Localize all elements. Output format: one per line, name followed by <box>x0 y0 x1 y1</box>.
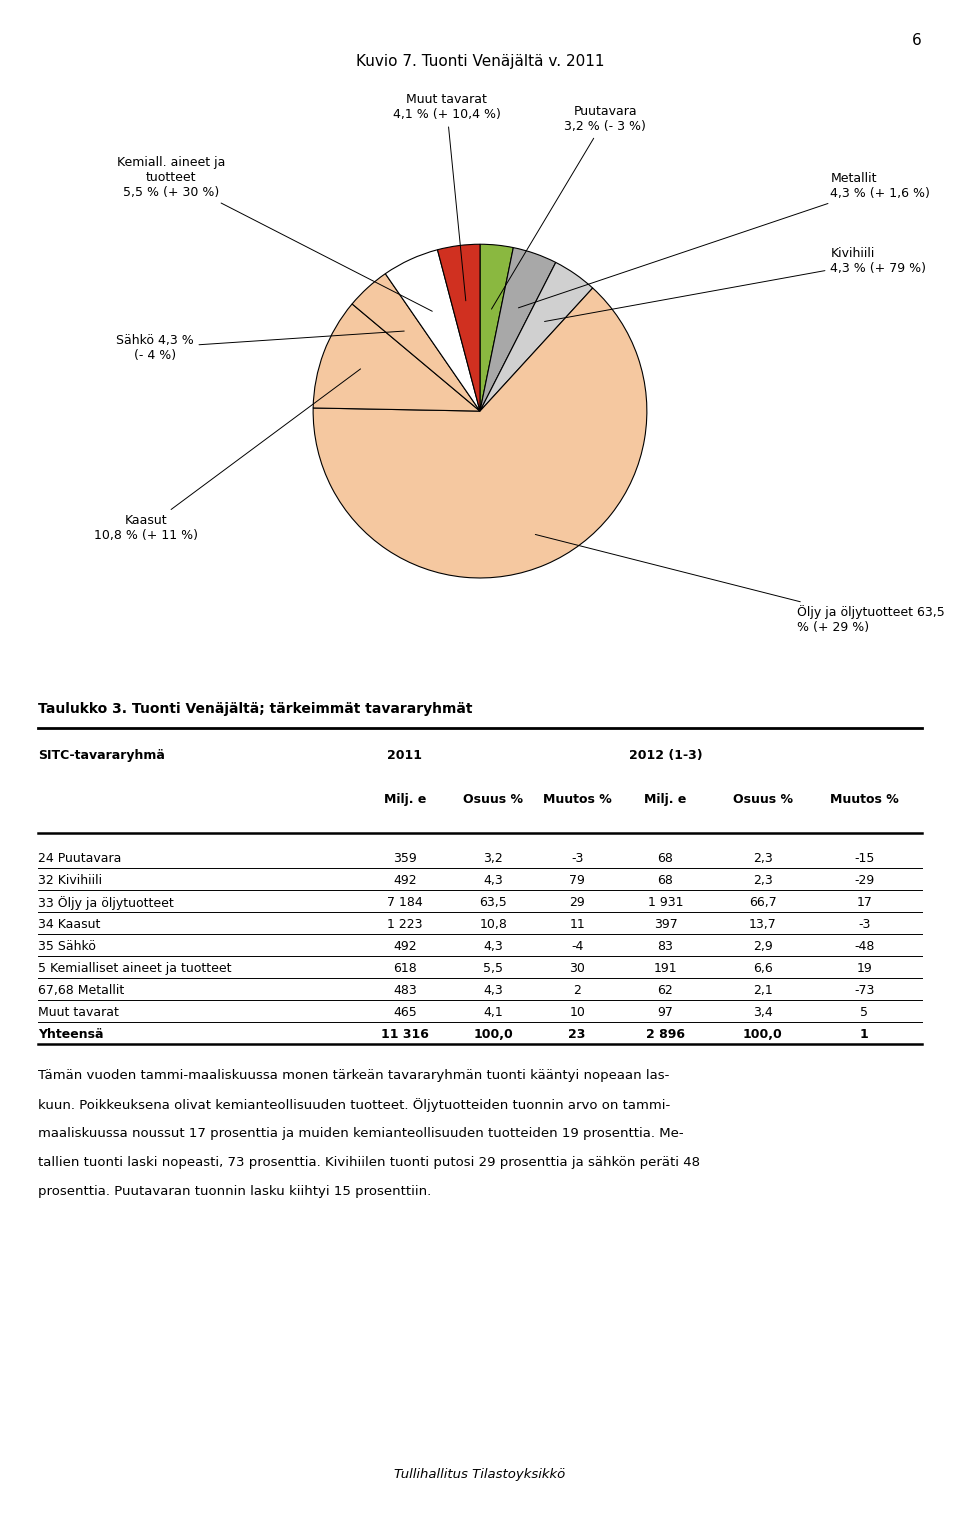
Text: 29: 29 <box>569 897 585 909</box>
Text: 3,2: 3,2 <box>484 853 503 865</box>
Text: Tämän vuoden tammi-maaliskuussa monen tärkeän tavararyhmän tuonti kääntyi nopeaa: Tämän vuoden tammi-maaliskuussa monen tä… <box>38 1069 670 1083</box>
Text: tallien tuonti laski nopeasti, 73 prosenttia. Kivihiilen tuonti putosi 29 prosen: tallien tuonti laski nopeasti, 73 prosen… <box>38 1156 701 1170</box>
Text: -4: -4 <box>571 941 584 953</box>
Text: 2012 (1-3): 2012 (1-3) <box>629 749 703 763</box>
Text: -3: -3 <box>858 918 871 931</box>
Text: Kuvio 7. Tuonti Venäjältä v. 2011: Kuvio 7. Tuonti Venäjältä v. 2011 <box>356 55 604 70</box>
Text: Sähkö 4,3 %
(- 4 %): Sähkö 4,3 % (- 4 %) <box>116 331 404 361</box>
Wedge shape <box>480 262 592 411</box>
Wedge shape <box>352 273 480 411</box>
Text: 35 Sähkö: 35 Sähkö <box>38 941 96 953</box>
Text: 191: 191 <box>654 962 678 975</box>
Wedge shape <box>480 247 556 411</box>
Text: 1 223: 1 223 <box>387 918 422 931</box>
Text: Tullihallitus Tilastoyksikkö: Tullihallitus Tilastoyksikkö <box>395 1468 565 1481</box>
Text: 19: 19 <box>856 962 872 975</box>
Text: Muut tavarat
4,1 % (+ 10,4 %): Muut tavarat 4,1 % (+ 10,4 %) <box>393 94 500 300</box>
Text: 2 896: 2 896 <box>646 1029 685 1041</box>
Text: 2,1: 2,1 <box>753 985 773 997</box>
Text: Muutos %: Muutos % <box>829 793 899 807</box>
Text: 10: 10 <box>569 1006 585 1019</box>
Text: Kaasut
10,8 % (+ 11 %): Kaasut 10,8 % (+ 11 %) <box>94 369 361 542</box>
Text: 2: 2 <box>573 985 581 997</box>
Wedge shape <box>313 303 480 411</box>
Text: 23: 23 <box>568 1029 586 1041</box>
Text: 10,8: 10,8 <box>479 918 507 931</box>
Text: 4,3: 4,3 <box>484 941 503 953</box>
Text: Milj. e: Milj. e <box>644 793 686 807</box>
Text: 1: 1 <box>860 1029 869 1041</box>
Text: Puutavara
3,2 % (- 3 %): Puutavara 3,2 % (- 3 %) <box>492 105 646 309</box>
Text: 33 Öljy ja öljytuotteet: 33 Öljy ja öljytuotteet <box>38 897 174 910</box>
Text: 34 Kaasut: 34 Kaasut <box>38 918 101 931</box>
Text: 30: 30 <box>569 962 585 975</box>
Text: 2011: 2011 <box>388 749 422 763</box>
Text: Muutos %: Muutos % <box>542 793 612 807</box>
Text: -15: -15 <box>854 853 875 865</box>
Text: prosenttia. Puutavaran tuonnin lasku kiihtyi 15 prosenttiin.: prosenttia. Puutavaran tuonnin lasku kii… <box>38 1185 432 1198</box>
Text: -73: -73 <box>854 985 875 997</box>
Text: Milj. e: Milj. e <box>384 793 426 807</box>
Text: 397: 397 <box>654 918 678 931</box>
Text: 2,3: 2,3 <box>753 874 773 887</box>
Text: 13,7: 13,7 <box>749 918 777 931</box>
Text: Muut tavarat: Muut tavarat <box>38 1006 119 1019</box>
Text: 1 931: 1 931 <box>648 897 684 909</box>
Text: 79: 79 <box>569 874 585 887</box>
Text: Kemiall. aineet ja
tuotteet
5,5 % (+ 30 %): Kemiall. aineet ja tuotteet 5,5 % (+ 30 … <box>117 156 432 311</box>
Text: 4,1: 4,1 <box>484 1006 503 1019</box>
Text: 17: 17 <box>856 897 872 909</box>
Wedge shape <box>438 244 480 411</box>
Text: 6: 6 <box>912 33 922 49</box>
Text: 2,9: 2,9 <box>753 941 773 953</box>
Text: 67,68 Metallit: 67,68 Metallit <box>38 985 125 997</box>
Text: 11: 11 <box>569 918 585 931</box>
Text: Osuus %: Osuus % <box>732 793 793 807</box>
Text: -3: -3 <box>571 853 584 865</box>
Text: 492: 492 <box>393 874 417 887</box>
Text: 24 Puutavara: 24 Puutavara <box>38 853 122 865</box>
Text: 100,0: 100,0 <box>743 1029 782 1041</box>
Text: 6,6: 6,6 <box>753 962 773 975</box>
Text: SITC-tavararyhmä: SITC-tavararyhmä <box>38 749 165 763</box>
Text: Taulukko 3. Tuonti Venäjältä; tärkeimmät tavararyhmät: Taulukko 3. Tuonti Venäjältä; tärkeimmät… <box>38 702 473 716</box>
Text: Yhteensä: Yhteensä <box>38 1029 104 1041</box>
Text: -29: -29 <box>854 874 875 887</box>
Text: Osuus %: Osuus % <box>464 793 523 807</box>
Text: 5: 5 <box>860 1006 868 1019</box>
Text: 32 Kivihiili: 32 Kivihiili <box>38 874 103 887</box>
Text: 618: 618 <box>393 962 417 975</box>
Text: 3,4: 3,4 <box>753 1006 773 1019</box>
Text: 4,3: 4,3 <box>484 985 503 997</box>
Text: 83: 83 <box>658 941 673 953</box>
Text: kuun. Poikkeuksena olivat kemianteollisuuden tuotteet. Öljytuotteiden tuonnin ar: kuun. Poikkeuksena olivat kemianteollisu… <box>38 1098 671 1112</box>
Text: 68: 68 <box>658 853 673 865</box>
Text: 63,5: 63,5 <box>479 897 507 909</box>
Text: 483: 483 <box>393 985 417 997</box>
Text: Kivihiili
4,3 % (+ 79 %): Kivihiili 4,3 % (+ 79 %) <box>544 247 926 322</box>
Wedge shape <box>313 288 647 578</box>
Text: maaliskuussa noussut 17 prosenttia ja muiden kemianteollisuuden tuotteiden 19 pr: maaliskuussa noussut 17 prosenttia ja mu… <box>38 1127 684 1141</box>
Text: 5 Kemialliset aineet ja tuotteet: 5 Kemialliset aineet ja tuotteet <box>38 962 232 975</box>
Text: 100,0: 100,0 <box>473 1029 514 1041</box>
Text: -48: -48 <box>854 941 875 953</box>
Text: 62: 62 <box>658 985 673 997</box>
Text: 97: 97 <box>658 1006 673 1019</box>
Text: Öljy ja öljytuotteet 63,5
% (+ 29 %): Öljy ja öljytuotteet 63,5 % (+ 29 %) <box>536 534 945 634</box>
Text: 7 184: 7 184 <box>387 897 422 909</box>
Text: 2,3: 2,3 <box>753 853 773 865</box>
Text: 359: 359 <box>393 853 417 865</box>
Wedge shape <box>480 244 514 411</box>
Text: 68: 68 <box>658 874 673 887</box>
Text: 465: 465 <box>393 1006 417 1019</box>
Text: Metallit
4,3 % (+ 1,6 %): Metallit 4,3 % (+ 1,6 %) <box>518 171 930 308</box>
Text: 492: 492 <box>393 941 417 953</box>
Text: 11 316: 11 316 <box>381 1029 429 1041</box>
Text: 5,5: 5,5 <box>483 962 503 975</box>
Text: 4,3: 4,3 <box>484 874 503 887</box>
Wedge shape <box>385 250 480 411</box>
Text: 66,7: 66,7 <box>749 897 777 909</box>
